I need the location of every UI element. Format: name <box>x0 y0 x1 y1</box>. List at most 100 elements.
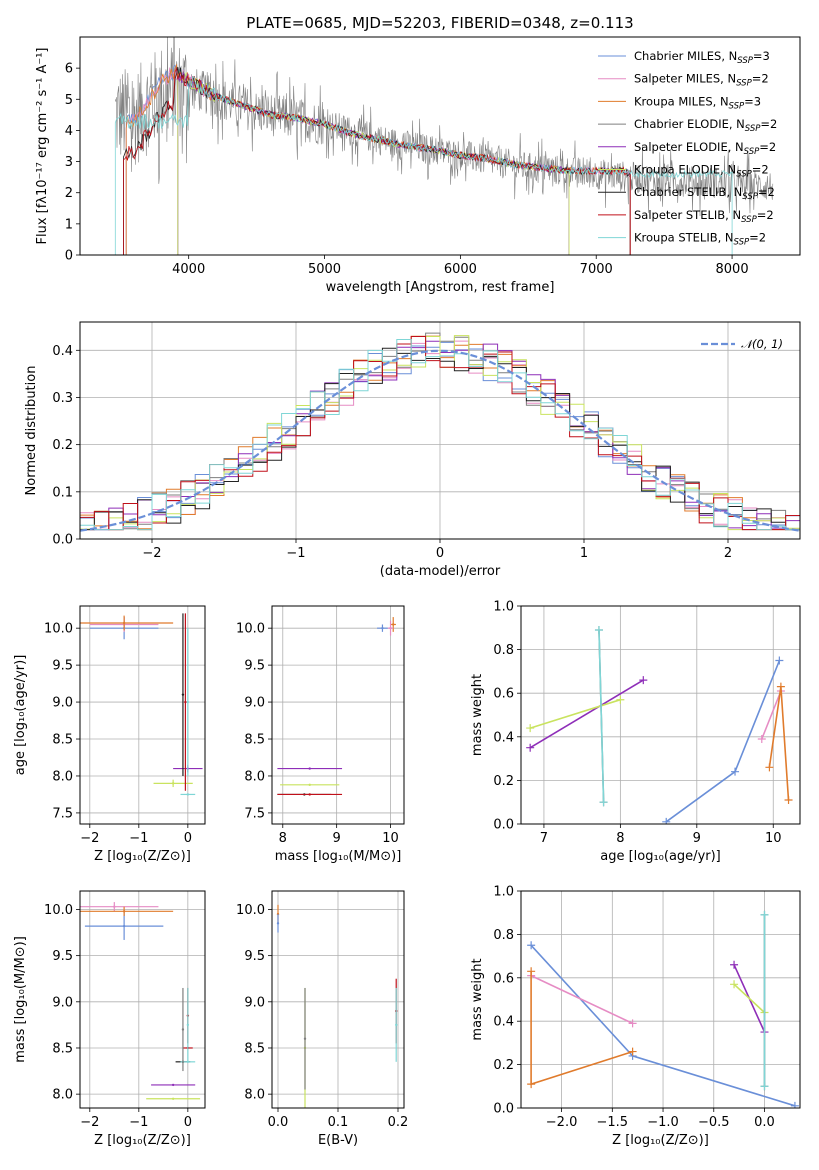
series-line-kroupa_elodie <box>733 983 766 1014</box>
legend-subscript: SSP <box>729 101 745 111</box>
data-point-kroupa_elodie <box>308 783 311 787</box>
series-line-salpeter_miles <box>761 690 782 740</box>
x-tick-label: 1 <box>580 546 588 561</box>
y-tick-label: 9.5 <box>244 949 265 964</box>
data-point-chabrier_miles <box>381 626 384 630</box>
y-tick-label: 0.0 <box>52 533 73 548</box>
y-tick-label: 8.5 <box>52 1041 73 1056</box>
y-tick-label: 0 <box>65 249 73 264</box>
x-tick-label: 10 <box>765 831 782 846</box>
legend-suffix: =2 <box>757 208 774 222</box>
plus-marker-kroupa_stelib <box>760 910 769 919</box>
y-axis-label: mass weight <box>470 674 485 756</box>
axes-frame <box>271 605 405 825</box>
x-tick-label: −1 <box>129 831 148 846</box>
y-axis-label: Normed distribution <box>24 366 39 496</box>
histogram-kroupa_stelib <box>80 339 800 531</box>
y-tick-label: 0.3 <box>52 391 73 406</box>
y-tick-label: 10.0 <box>44 622 73 637</box>
plus-marker-kroupa_miles <box>628 1047 637 1056</box>
plus-marker-kroupa_miles <box>765 763 774 772</box>
plus-marker-kroupa_elodie <box>730 980 739 989</box>
y-tick-label: 9.0 <box>52 995 73 1010</box>
data-point-kroupa_stelib <box>186 793 190 796</box>
y-tick-label: 10.0 <box>236 903 265 918</box>
y-tick-label: 7.5 <box>244 806 265 821</box>
plot-area <box>80 332 800 532</box>
chart-title: PLATE=0685, MJD=52203, FIBERID=0348, z=0… <box>246 14 633 32</box>
age_vs_Z-panel: −2 −1 0 7.5 8.0 8.5 9.0 9.5 10.0 Z [log₁₀(Z/Z⊙)] a… <box>13 605 206 864</box>
y-tick-label: 9.0 <box>244 696 265 711</box>
x-tick-label: 8 <box>279 831 287 846</box>
data-point-salpeter_elodie <box>308 767 311 770</box>
x-tick-label: −0.5 <box>698 1115 730 1130</box>
data-point-kroupa_miles <box>122 621 126 625</box>
plot-area <box>80 902 201 1100</box>
plus-marker-salpeter_miles <box>757 734 766 743</box>
plus-marker-salpeter_miles <box>628 1019 637 1028</box>
data-point-salpeter_stelib <box>184 700 187 704</box>
axes-frame <box>79 321 801 540</box>
y-tick-label: 1 <box>65 217 73 232</box>
normal-curve <box>80 349 800 532</box>
x-axis-label: mass [log₁₀(M/M⊙)] <box>275 849 402 864</box>
y-tick-label: 3 <box>65 155 73 170</box>
x-axis-label: Z [log₁₀(Z/Z⊙)] <box>612 1133 709 1148</box>
legend-suffix: =2 <box>760 117 777 131</box>
data-point-salpeter_miles <box>113 905 116 908</box>
legend-suffix: =2 <box>749 231 766 245</box>
data-point-kroupa_miles <box>122 910 126 913</box>
axes-frame <box>520 890 801 1109</box>
model-spectrum-salpeter_miles <box>125 67 631 255</box>
x-tick-label: 10 <box>382 831 399 846</box>
legend-suffix: =3 <box>753 49 770 63</box>
legend-label-chabrier_miles: Chabrier MILES, NSSP=3 <box>634 49 770 66</box>
mass_vs_Z-panel: −2 −1 0 8.0 8.5 9.0 9.5 10.0 Z [log₁₀(Z/Z⊙)] mass… <box>13 890 206 1148</box>
y-tick-label: 8.5 <box>244 733 265 748</box>
legend-subscript: SSP <box>742 192 758 202</box>
mass_vs_ebv-panel: 0.0 0.1 0.2 8.0 8.5 9.0 9.5 10.0 E(B-V) <box>236 890 408 1148</box>
x-tick-label: −1.0 <box>647 1115 679 1130</box>
y-tick-label: 0.2 <box>52 438 73 453</box>
x-axis-label: Z [log₁₀(Z/Z⊙)] <box>94 1133 191 1148</box>
legend-label-chabrier_elodie: Chabrier ELODIE, NSSP=2 <box>634 117 777 134</box>
y-tick-label: 8.0 <box>244 769 265 784</box>
y-tick-label: 0.0 <box>493 818 514 833</box>
legend-label-kroupa_stelib: Kroupa STELIB, NSSP=2 <box>634 231 766 248</box>
x-tick-label: −2.0 <box>546 1115 578 1130</box>
x-axis-label: wavelength [Angstrom, rest frame] <box>326 280 555 295</box>
legend-label-chabrier_stelib: Chabrier STELIB, NSSP=2 <box>634 185 775 202</box>
data-point-salpeter_elodie <box>171 1083 175 1087</box>
plus-marker-chabrier_miles <box>662 817 671 824</box>
y-tick-label: 0.8 <box>493 643 514 658</box>
plot-area <box>80 613 203 796</box>
y-tick-label: 8.0 <box>52 769 73 784</box>
y-tick-label: 0.8 <box>493 928 514 943</box>
x-tick-label: 7 <box>540 831 548 846</box>
x-tick-label: 9 <box>693 831 701 846</box>
y-tick-label: 6 <box>65 62 73 77</box>
y-tick-label: 2 <box>65 186 73 201</box>
axes-frame <box>520 605 801 825</box>
y-tick-label: 9.0 <box>52 696 73 711</box>
y-tick-label: 8.5 <box>52 733 73 748</box>
x-tick-label: −1 <box>129 1115 148 1130</box>
legend-suffix: =2 <box>759 140 776 154</box>
y-tick-label: 0.4 <box>52 344 73 359</box>
plot-area <box>526 625 793 824</box>
plus-marker-kroupa_miles <box>784 796 793 805</box>
y-tick-label: 0.6 <box>493 687 514 702</box>
series-line-kroupa_miles <box>530 971 633 1086</box>
data-point-chabrier_miles <box>276 922 280 925</box>
legend-subscript: SSP <box>736 170 752 180</box>
plus-marker-salpeter_elodie <box>639 676 648 685</box>
y-tick-label: 0.0 <box>493 1102 514 1117</box>
y-tick-label: 9.0 <box>244 995 265 1010</box>
histogram-chabrier_stelib <box>80 347 800 531</box>
y-tick-label: 0.2 <box>493 774 514 789</box>
plus-marker-chabrier_miles <box>527 941 536 950</box>
x-tick-label: 0 <box>436 546 444 561</box>
y-tick-label: 1.0 <box>493 600 514 615</box>
plus-marker-kroupa_miles <box>776 682 785 691</box>
legend-text: Salpeter STELIB, N <box>634 208 741 222</box>
